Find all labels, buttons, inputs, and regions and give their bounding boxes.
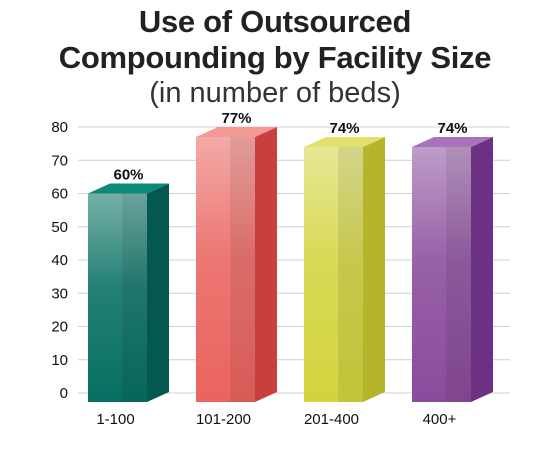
bar-highlight bbox=[196, 136, 255, 402]
y-tick-label: 10 bbox=[51, 352, 68, 369]
bar-side bbox=[147, 183, 169, 402]
bar-201-400: 74% bbox=[304, 120, 385, 402]
x-category-label: 201-400 bbox=[304, 411, 359, 428]
data-label: 74% bbox=[329, 120, 359, 137]
bar-highlight bbox=[304, 146, 363, 402]
bar-shade bbox=[338, 146, 363, 402]
bars: 60% 77% 74% 74% bbox=[88, 110, 493, 402]
data-label: 74% bbox=[437, 120, 467, 137]
data-label: 77% bbox=[221, 110, 251, 127]
bar-shade bbox=[230, 136, 255, 402]
x-axis-categories: 1-100 101-200 201-400 400+ bbox=[96, 411, 456, 428]
chart-title-line2: Compounding by Facility Size bbox=[58, 40, 492, 75]
bar-1-100: 60% bbox=[88, 167, 169, 402]
y-tick-label: 20 bbox=[51, 319, 68, 336]
y-tick-label: 50 bbox=[51, 219, 68, 236]
chart-subtitle: (in number of beds) bbox=[149, 77, 401, 109]
bar-top bbox=[412, 136, 493, 147]
y-tick-label: 60 bbox=[51, 186, 68, 203]
y-tick-label: 0 bbox=[60, 385, 68, 402]
bar-400+: 74% bbox=[412, 120, 493, 402]
y-tick-label: 40 bbox=[51, 252, 68, 269]
bar-top bbox=[196, 126, 277, 137]
bar-highlight bbox=[88, 193, 147, 402]
bar-top bbox=[304, 136, 385, 147]
bar-top bbox=[88, 183, 169, 194]
x-category-label: 101-200 bbox=[196, 411, 251, 428]
y-tick-label: 70 bbox=[51, 152, 68, 169]
y-tick-label: 30 bbox=[51, 285, 68, 302]
bar-101-200: 77% bbox=[196, 110, 277, 402]
bar-side bbox=[363, 136, 385, 402]
bar-highlight bbox=[412, 146, 471, 402]
y-tick-label: 80 bbox=[51, 119, 68, 136]
x-category-label: 400+ bbox=[423, 411, 457, 428]
data-label: 60% bbox=[113, 167, 143, 184]
bar-side bbox=[255, 126, 277, 402]
x-category-label: 1-100 bbox=[96, 411, 134, 428]
bar-shade bbox=[122, 193, 147, 402]
y-axis-ticks: 0 10 20 30 40 50 60 70 80 bbox=[51, 119, 68, 402]
chart-title-line1: Use of Outsourced bbox=[138, 4, 412, 39]
bar-shade bbox=[446, 146, 471, 402]
bar-side bbox=[471, 136, 493, 402]
